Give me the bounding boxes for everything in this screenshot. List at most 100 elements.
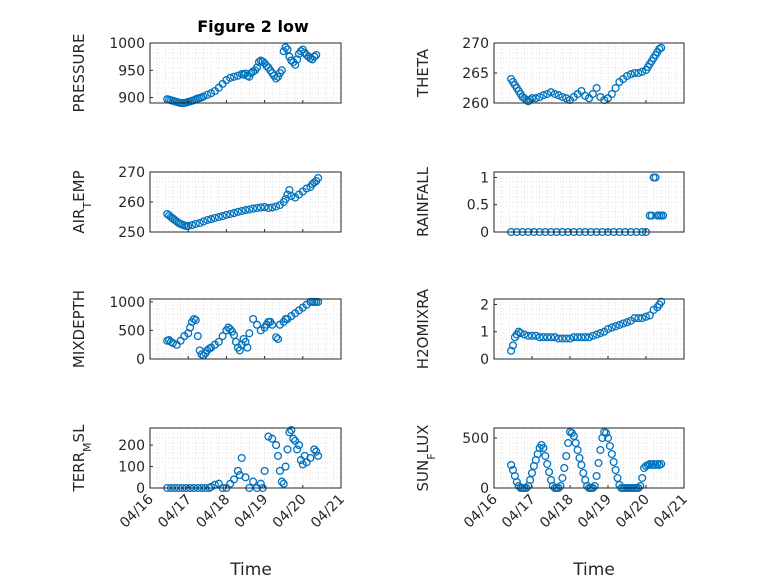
data-point-mixdepth <box>197 350 206 359</box>
subplot-pressure: 900 950 1000 PRESSURE <box>70 34 342 113</box>
subplot-h2omixra: 0 1 2 H2OMIXRA <box>414 288 685 369</box>
data-point-pressure <box>277 66 286 75</box>
plot-area-h2omixra <box>494 299 684 359</box>
data-point-pressure <box>291 60 300 69</box>
data-point-h2omixra <box>535 333 544 342</box>
data-point-h2omixra <box>554 334 563 343</box>
y-tick-label-h2omixra: 2 <box>480 297 489 313</box>
data-point-terr_msl <box>314 451 323 460</box>
subplot-rainfall: 0 0.5 1 RAINFALL <box>414 166 685 241</box>
y-tick-label-terr_msl: 200 <box>118 438 145 454</box>
y-tick-label-terr_msl: 100 <box>118 460 145 476</box>
subplot-mixdepth: 0 500 1000 MIXDEPTH <box>70 290 342 368</box>
data-point-air_temp <box>283 190 292 199</box>
data-point-sun_flux <box>636 481 645 491</box>
y-tick-label-rainfall: 0.5 <box>467 198 489 214</box>
data-point-sun_flux <box>590 481 599 491</box>
data-point-mixdepth <box>243 343 252 352</box>
data-point-sun_flux <box>541 451 550 461</box>
data-point-h2omixra <box>619 319 628 328</box>
data-point-terr_msl <box>281 462 290 471</box>
x-tick-label-terr_msl: 04/19 <box>232 492 272 532</box>
data-point-air_temp <box>272 202 281 211</box>
data-point-pressure <box>281 43 290 52</box>
y-tick-label-h2omixra: 0 <box>480 352 489 368</box>
x-axis-label-right: Time <box>572 560 615 580</box>
data-point-pressure <box>312 50 321 60</box>
data-point-sun_flux <box>613 473 622 483</box>
data-point-sun_flux <box>596 445 605 455</box>
data-point-theta <box>611 83 620 93</box>
data-point-theta <box>546 88 556 97</box>
data-point-h2omixra <box>611 322 620 331</box>
data-point-rainfall <box>651 173 660 182</box>
y-axis-label-pressure: PRESSURE <box>70 34 88 113</box>
data-point-sun_flux <box>657 459 666 469</box>
data-point-pressure <box>293 55 302 64</box>
y-axis-label-air_temp: AIRTEMP <box>70 170 94 233</box>
data-point-pressure <box>199 92 208 101</box>
data-point-mixdepth <box>273 334 283 344</box>
y-tick-label-mixdepth: 1000 <box>109 295 145 311</box>
data-point-h2omixra <box>584 333 594 342</box>
data-point-h2omixra <box>607 323 616 332</box>
data-point-sun_flux <box>579 468 588 478</box>
y-tick-label-theta: 265 <box>462 66 489 82</box>
y-tick-label-air_temp: 250 <box>118 225 145 241</box>
subplot-air_temp: 250 260 270 AIRTEMP <box>70 165 342 241</box>
data-point-sun_flux <box>611 465 620 475</box>
x-tick-label-sun_flux: 04/20 <box>613 492 653 532</box>
y-tick-label-theta: 260 <box>462 96 489 112</box>
grid-mixdepth <box>150 299 341 359</box>
data-point-h2omixra <box>524 331 533 340</box>
data-point-sun_flux <box>605 441 614 451</box>
data-point-sun_flux <box>571 438 580 448</box>
data-point-mixdepth <box>245 329 254 338</box>
x-tick-label-sun_flux: 04/19 <box>575 492 615 532</box>
data-point-h2omixra <box>520 330 529 339</box>
data-point-pressure <box>279 47 288 56</box>
data-point-h2omixra <box>558 334 567 343</box>
data-point-air_temp <box>226 209 235 219</box>
data-point-h2omixra <box>539 333 548 342</box>
data-point-h2omixra <box>577 333 586 342</box>
data-point-air_temp <box>245 205 254 214</box>
data-point-air_temp <box>210 213 219 222</box>
y-tick-label-pressure: 950 <box>118 63 145 79</box>
y-axis-label-terr_msl: TERRMSL <box>70 424 94 493</box>
data-point-h2omixra <box>634 314 643 323</box>
data-point-air_temp <box>268 203 277 212</box>
data-point-mixdepth <box>191 316 200 325</box>
data-point-air_temp <box>187 221 197 230</box>
x-tick-label-terr_msl: 04/20 <box>270 492 310 532</box>
data-point-sun_flux <box>607 449 616 459</box>
data-point-terr_msl <box>285 428 294 437</box>
data-point-h2omixra <box>581 333 590 342</box>
data-point-h2omixra <box>592 330 601 339</box>
data-point-pressure <box>203 90 212 99</box>
y-tick-label-pressure: 1000 <box>109 36 145 52</box>
data-point-mixdepth <box>193 332 202 341</box>
data-point-theta <box>543 89 552 99</box>
data-point-mixdepth <box>272 333 281 342</box>
y-axis-label-h2omixra: H2OMIXRA <box>414 288 432 369</box>
data-point-theta <box>554 91 563 100</box>
data-point-h2omixra <box>527 331 537 340</box>
data-point-pressure <box>254 58 263 67</box>
y-tick-label-sun_flux: 0 <box>480 481 489 497</box>
data-point-h2omixra <box>531 331 540 340</box>
data-point-sun_flux <box>592 471 601 481</box>
data-point-h2omixra <box>630 314 639 323</box>
data-point-air_temp <box>207 215 216 224</box>
data-point-air_temp <box>264 203 273 213</box>
y-axis-label-mixdepth: MIXDEPTH <box>70 290 88 368</box>
data-point-pressure <box>245 72 254 81</box>
y-tick-label-h2omixra: 1 <box>480 325 489 341</box>
data-point-air_temp <box>203 215 212 225</box>
data-point-sun_flux <box>569 431 578 441</box>
data-point-theta <box>550 89 559 99</box>
data-point-terr_msl <box>306 453 315 463</box>
data-point-mixdepth <box>226 325 235 334</box>
data-point-pressure <box>233 71 242 80</box>
